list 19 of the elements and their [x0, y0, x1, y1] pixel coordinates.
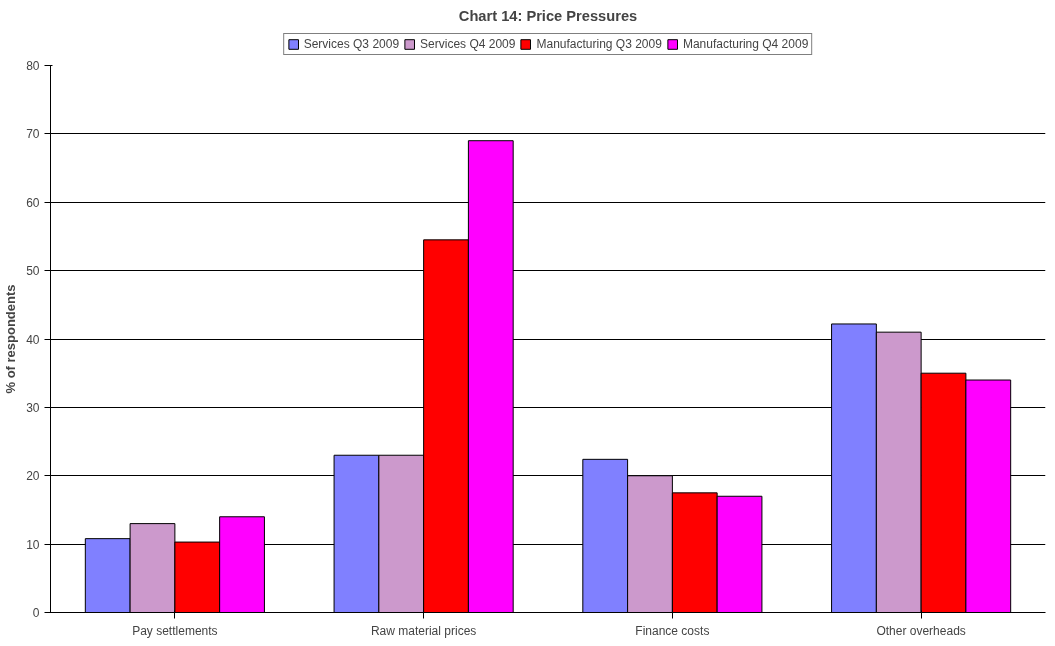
y-tick-label: 70 [26, 127, 40, 142]
y-tick-label: 20 [26, 469, 40, 484]
y-tick-label: 40 [26, 332, 40, 347]
y-tick-label: 50 [26, 264, 40, 279]
y-tick-label: 60 [26, 195, 40, 210]
legend-label: Services Q4 2009 [420, 37, 516, 51]
y-tick-label: 30 [26, 400, 40, 415]
legend-label: Services Q3 2009 [303, 37, 400, 51]
x-tick-label: Other overheads [876, 623, 966, 638]
y-axis-title: % of respondents [3, 284, 19, 394]
legend-label: Manufacturing Q3 2009 [536, 37, 662, 51]
chart-title: Chart 14: Price Pressures [458, 7, 638, 24]
y-tick-label: 0 [32, 606, 40, 620]
y-tick-label: 80 [26, 59, 40, 73]
y-tick-label: 10 [26, 537, 40, 552]
x-tick-label: Finance costs [635, 623, 710, 638]
legend-label: Manufacturing Q4 2009 [682, 37, 809, 51]
x-tick-label: Pay settlements [132, 623, 218, 638]
x-tick-label: Raw material prices [370, 623, 477, 638]
